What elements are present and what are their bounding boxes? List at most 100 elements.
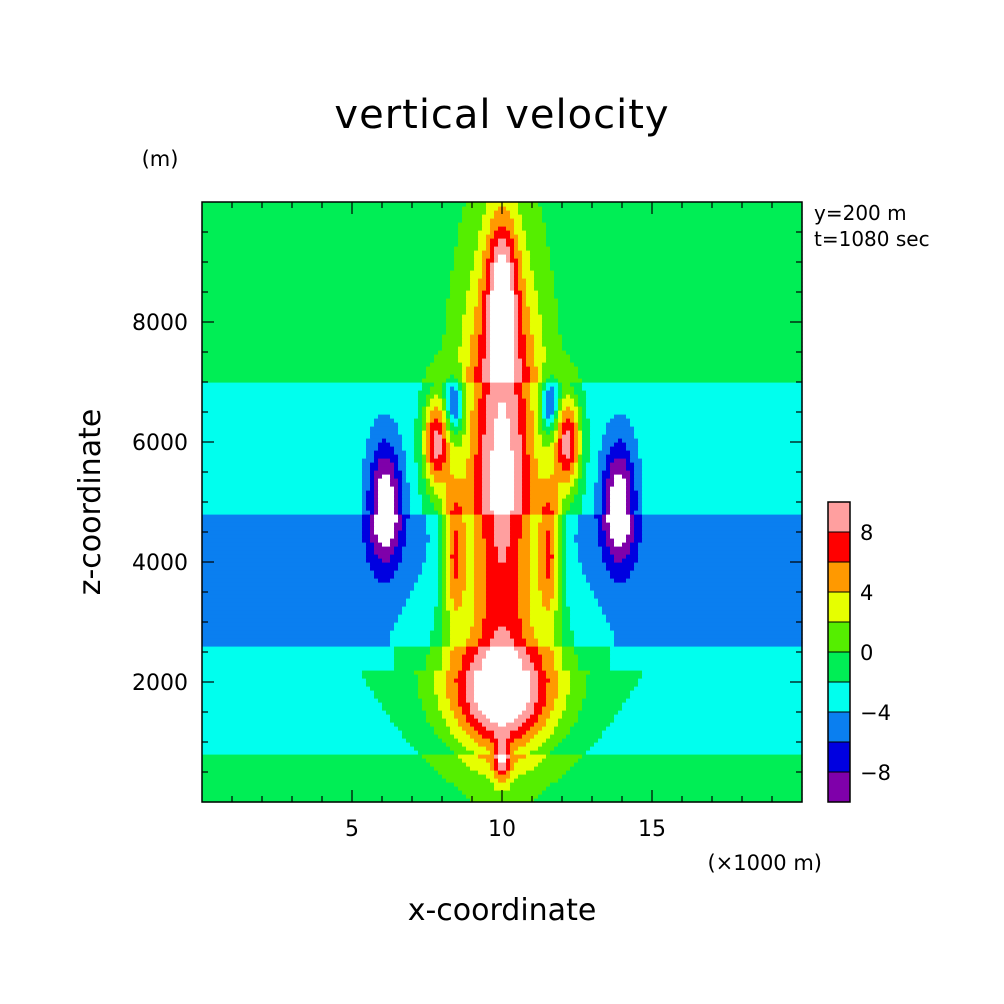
contour-cell: [486, 602, 519, 607]
contour-cell: [482, 622, 523, 627]
contour-cell: [498, 238, 507, 243]
contour-cell: [494, 770, 499, 775]
contour-cell: [614, 642, 803, 647]
contour-cell: [558, 378, 583, 383]
contour-cell: [486, 590, 519, 595]
contour-cell: [570, 622, 611, 627]
contour-cell: [426, 470, 431, 475]
contour-cell: [590, 670, 643, 675]
contour-cell: [390, 642, 431, 647]
contour-cell: [434, 382, 443, 387]
contour-cell: [574, 450, 579, 455]
contour-cell: [554, 538, 559, 543]
contour-cell: [494, 754, 499, 759]
contour-cell: [634, 434, 803, 439]
contour-cell: [626, 538, 635, 543]
contour-cell: [514, 374, 523, 379]
contour-cell: [394, 530, 399, 535]
contour-cell: [390, 718, 427, 723]
contour-cell: [462, 742, 479, 747]
contour-cell: [462, 406, 467, 411]
contour-cell: [526, 446, 535, 451]
contour-cell: [462, 506, 475, 511]
contour-cell: [526, 450, 535, 455]
contour-cell: [426, 662, 443, 667]
contour-cell: [394, 550, 403, 555]
contour-cell: [562, 506, 571, 511]
contour-cell: [482, 466, 491, 471]
contour-cell: [546, 690, 559, 695]
contour-cell: [530, 658, 543, 663]
contour-cell: [494, 262, 511, 267]
contour-cell: [494, 278, 511, 283]
contour-cell: [586, 406, 803, 411]
contour-cell: [518, 206, 543, 211]
contour-cell: [570, 486, 579, 491]
contour-cell: [446, 606, 455, 611]
contour-cell: [422, 386, 431, 391]
contour-cell: [538, 646, 551, 651]
contour-cell: [630, 542, 639, 547]
contour-cell: [570, 354, 803, 359]
contour-cell: [634, 530, 643, 535]
contour-cell: [514, 226, 523, 231]
contour-cell: [554, 562, 559, 567]
contour-cell: [574, 638, 615, 643]
contour-cell: [566, 494, 575, 499]
contour-cell: [446, 598, 455, 603]
contour-cell: [402, 470, 407, 475]
contour-cell: [630, 570, 803, 575]
contour-cell: [458, 566, 467, 571]
contour-cell: [514, 290, 523, 295]
contour-cell: [450, 730, 467, 735]
contour-cell: [578, 438, 583, 443]
contour-cell: [374, 498, 379, 503]
contour-cell: [398, 534, 407, 539]
contour-cell: [442, 738, 459, 743]
contour-cell: [434, 690, 447, 695]
contour-cell: [546, 346, 563, 351]
contour-cell: [566, 542, 579, 547]
contour-cell: [486, 570, 519, 575]
contour-cell: [530, 266, 551, 271]
contour-cell: [478, 438, 483, 443]
contour-cell: [446, 430, 451, 435]
contour-cell: [454, 250, 475, 255]
contour-cell: [574, 398, 579, 403]
contour-cell: [482, 302, 487, 307]
contour-cell: [642, 474, 803, 479]
contour-cell: [554, 386, 559, 391]
contour-cell: [422, 442, 427, 447]
contour-cell: [494, 782, 511, 787]
contour-cell: [434, 430, 439, 435]
contour-cell: [438, 514, 443, 519]
contour-cell: [494, 430, 511, 435]
contour-cell: [526, 638, 539, 643]
contour-cell: [394, 446, 403, 451]
contour-cell: [586, 678, 639, 683]
contour-cell: [450, 282, 471, 287]
contour-cell: [630, 482, 635, 487]
contour-cell: [518, 714, 531, 719]
contour-cell: [494, 530, 511, 535]
contour-cell: [362, 486, 371, 491]
y-axis-label: z-coordinate: [73, 409, 108, 596]
contour-cell: [470, 278, 479, 283]
contour-cell: [530, 562, 539, 567]
colorbar-tick-label: −4: [860, 701, 891, 725]
contour-cell: [458, 382, 463, 387]
contour-cell: [494, 734, 511, 739]
contour-cell: [482, 458, 491, 463]
contour-cell: [458, 562, 467, 567]
contour-cell: [610, 526, 631, 531]
contour-cell: [534, 286, 555, 291]
contour-cell: [470, 334, 479, 339]
contour-cell: [570, 670, 591, 675]
contour-cell: [562, 530, 567, 535]
contour-cell: [514, 478, 523, 483]
contour-cell: [554, 542, 559, 547]
contour-cell: [566, 530, 579, 535]
contour-cell: [562, 710, 579, 715]
contour-cell: [434, 354, 459, 359]
contour-cell: [562, 434, 571, 439]
